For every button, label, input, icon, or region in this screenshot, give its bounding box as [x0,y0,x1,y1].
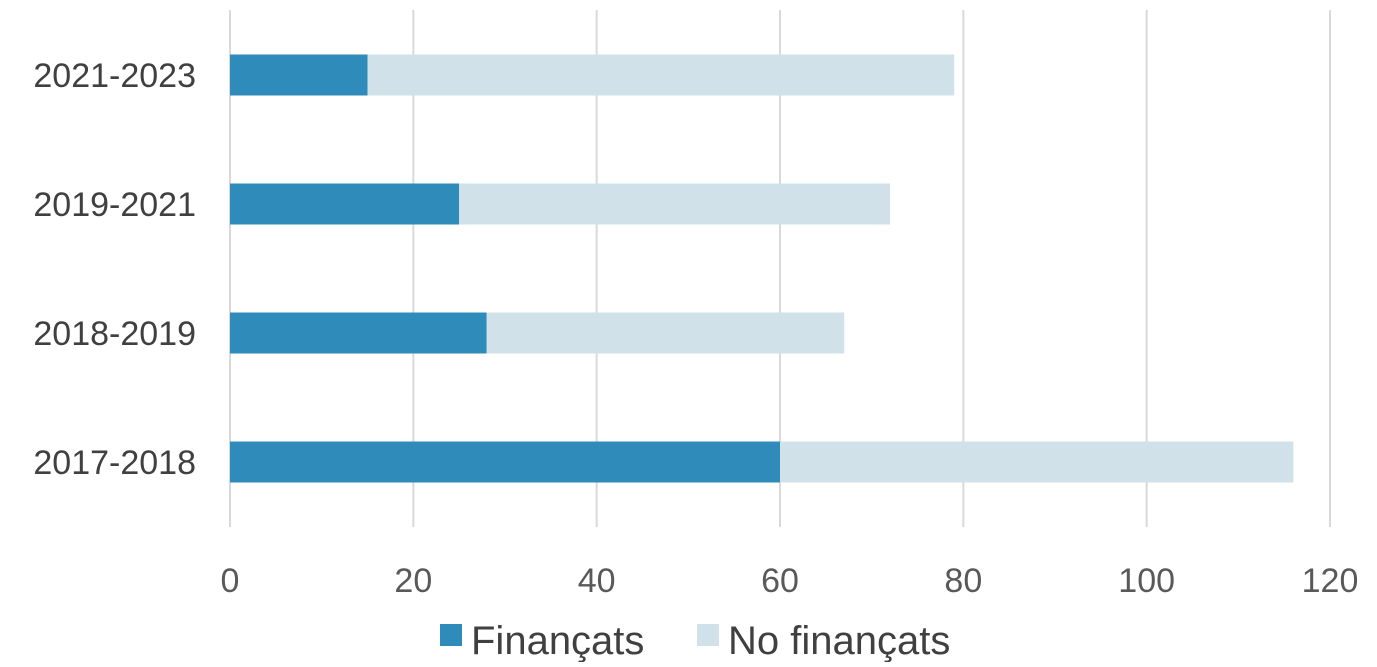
x-tick-label: 0 [221,562,240,600]
legend-label: Finançats [471,619,644,662]
bar-no-financats [780,441,1294,483]
category-label: 2019-2021 [33,186,196,224]
bar-no-financats [459,183,890,225]
value-axis-tick-labels: 0 20 40 60 80 100 120 [221,562,1359,600]
bar-no-financats [486,312,845,354]
x-tick-label: 120 [1302,562,1359,600]
gridlines [229,10,1331,527]
legend: Finançats No finançats [440,619,950,663]
bar-financats [230,54,368,96]
bars [230,54,1294,483]
legend-label: No finançats [728,619,950,662]
x-tick-label: 80 [944,562,982,600]
bar-no-financats [367,54,955,96]
bar-financats [230,312,487,354]
x-tick-label: 20 [394,562,432,600]
x-tick-label: 60 [761,562,799,600]
x-tick-label: 100 [1118,562,1175,600]
legend-swatch [697,624,719,646]
category-axis-labels: 2017-2018 2018-2019 2019-2021 2021-2023 [33,57,196,482]
legend-swatch [440,624,462,646]
bar-financats [230,441,780,483]
category-label: 2021-2023 [33,57,196,95]
category-label: 2017-2018 [33,444,196,482]
category-label: 2018-2019 [33,315,196,353]
x-tick-label: 40 [578,562,616,600]
bar-financats [230,183,460,225]
